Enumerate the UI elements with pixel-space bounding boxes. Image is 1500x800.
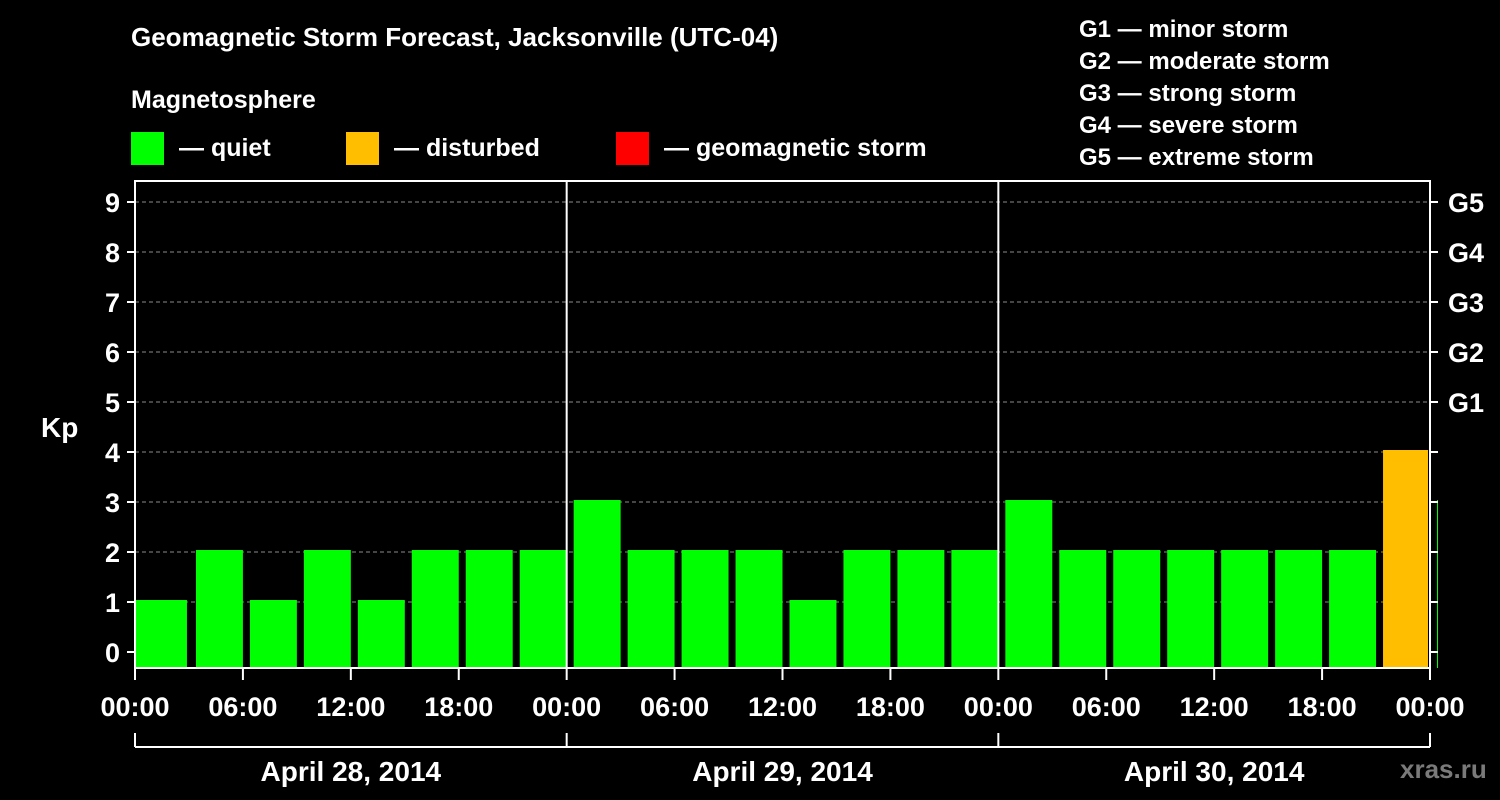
g-level-label: G3 (1448, 288, 1484, 318)
y-tick-label: 5 (105, 388, 120, 418)
kp-bar (1167, 550, 1215, 668)
y-tick-label: 7 (105, 288, 120, 318)
g-level-label: G4 (1448, 238, 1484, 268)
kp-bar (1383, 450, 1428, 668)
day-label: April 29, 2014 (692, 756, 873, 787)
g-scale-item: G2 — moderate storm (1079, 48, 1330, 75)
x-tick-label: 18:00 (1288, 692, 1357, 722)
x-tick-label: 18:00 (856, 692, 925, 722)
y-tick-label: 8 (105, 238, 120, 268)
chart-subtitle: Magnetosphere (131, 86, 316, 114)
kp-bar (1221, 550, 1269, 668)
day-label: April 28, 2014 (261, 756, 442, 787)
kp-bar (1113, 550, 1161, 668)
kp-bar (681, 550, 729, 668)
kp-bar (1059, 550, 1107, 668)
kp-bar (249, 600, 297, 668)
legend-disturbed: — disturbed (346, 132, 540, 165)
g-scale-item: G5 — extreme storm (1079, 144, 1314, 171)
y-tick-label: 6 (105, 338, 120, 368)
kp-bar (519, 550, 567, 668)
kp-bar (843, 550, 891, 668)
kp-bar (1329, 550, 1377, 668)
g-level-label: G5 (1448, 188, 1484, 218)
kp-bar (195, 550, 243, 668)
x-tick-label: 00:00 (1395, 692, 1464, 722)
g-level-label: G2 (1448, 338, 1484, 368)
legend-quiet-label: — quiet (179, 134, 271, 162)
legend-storm: — geomagnetic storm (616, 132, 927, 165)
y-tick-label: 0 (105, 638, 120, 668)
kp-bar (135, 600, 187, 668)
watermark: xras.ru (1400, 754, 1487, 784)
kp-bar (735, 550, 783, 668)
g-level-label: G1 (1448, 388, 1484, 418)
kp-bar (411, 550, 459, 668)
y-tick-label: 3 (105, 488, 120, 518)
kp-bar (1005, 500, 1053, 668)
y-tick-label: 4 (105, 438, 120, 468)
x-tick-label: 06:00 (1072, 692, 1141, 722)
kp-bar (897, 550, 945, 668)
x-tick-label: 00:00 (100, 692, 169, 722)
legend-storm-label: — geomagnetic storm (664, 134, 927, 162)
y-tick-label: 1 (105, 588, 120, 618)
legend-quiet-swatch (131, 132, 164, 165)
x-tick-label: 12:00 (316, 692, 385, 722)
g-scale-item: G1 — minor storm (1079, 16, 1289, 43)
legend-quiet: — quiet (131, 132, 271, 165)
g-scale-item: G4 — severe storm (1079, 112, 1298, 139)
x-tick-label: 18:00 (424, 692, 493, 722)
kp-bar (627, 550, 675, 668)
kp-bar (1437, 500, 1438, 668)
g-scale-legend: G1 — minor storm G2 — moderate storm G3 … (1079, 14, 1330, 174)
y-axis-label: Kp (41, 412, 79, 443)
kp-bar (303, 550, 351, 668)
kp-bar (465, 550, 513, 668)
chart-title: Geomagnetic Storm Forecast, Jacksonville… (131, 22, 779, 52)
kp-bar (951, 550, 999, 668)
kp-bar (573, 500, 621, 668)
day-label: April 30, 2014 (1124, 756, 1305, 787)
x-tick-label: 06:00 (208, 692, 277, 722)
x-tick-label: 06:00 (640, 692, 709, 722)
legend-disturbed-swatch (346, 132, 379, 165)
x-tick-label: 12:00 (748, 692, 817, 722)
y-tick-label: 2 (105, 538, 120, 568)
kp-bar (1275, 550, 1323, 668)
legend-disturbed-label: — disturbed (394, 134, 540, 162)
kp-bar (357, 600, 405, 668)
g-scale-item: G3 — strong storm (1079, 80, 1297, 107)
x-tick-label: 00:00 (532, 692, 601, 722)
x-tick-label: 12:00 (1180, 692, 1249, 722)
kp-bar (789, 600, 837, 668)
y-tick-label: 9 (105, 188, 120, 218)
legend-storm-swatch (616, 132, 649, 165)
x-tick-label: 00:00 (964, 692, 1033, 722)
